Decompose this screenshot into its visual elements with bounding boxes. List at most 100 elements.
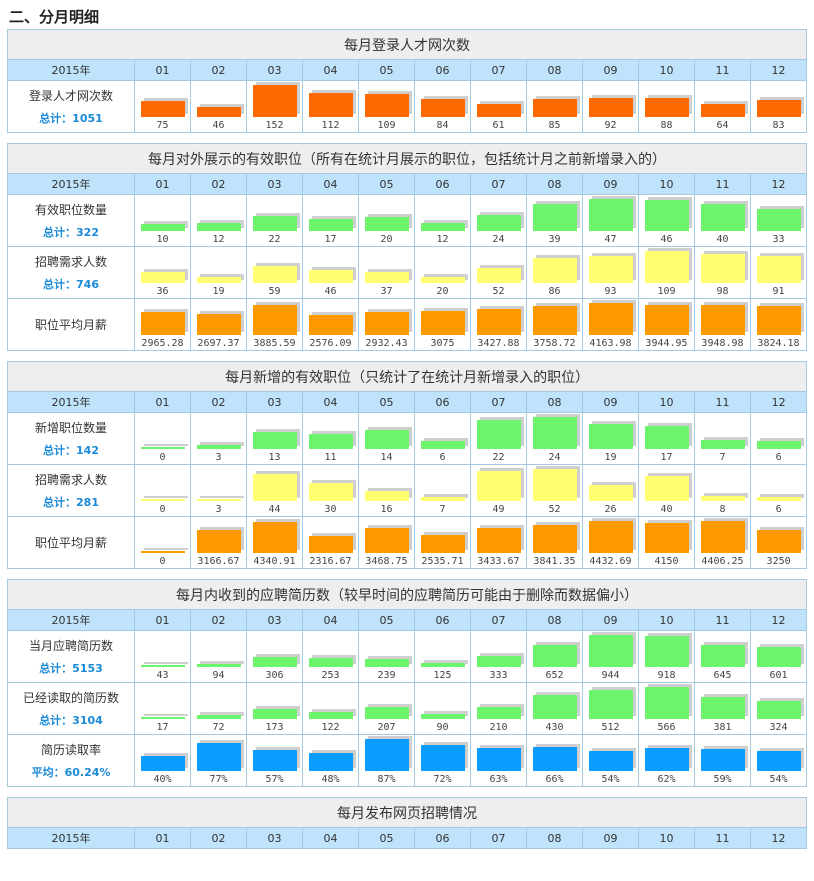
- value-cell: 46: [638, 194, 695, 247]
- bar: [421, 99, 465, 117]
- value-cell: 3250: [749, 516, 808, 569]
- month-header: 03: [246, 173, 303, 195]
- row-label: 有效职位数量: [34, 203, 107, 217]
- bar: [701, 521, 745, 553]
- value-label: 47: [604, 234, 617, 245]
- month-header: 02: [190, 59, 247, 81]
- bar: [141, 224, 185, 231]
- value-label: 0: [159, 452, 166, 463]
- value-cell: 66%: [526, 734, 583, 787]
- value-label: 86: [548, 286, 561, 297]
- month-header: 03: [246, 391, 303, 413]
- bar: [141, 551, 185, 553]
- month-header: 06: [414, 391, 471, 413]
- value-label: 3841.35: [533, 556, 576, 567]
- value-label: 63%: [489, 774, 508, 785]
- bar: [309, 753, 353, 771]
- value-label: 7: [439, 504, 446, 515]
- bar: [197, 107, 241, 117]
- value-label: 72: [212, 722, 225, 733]
- value-label: 37: [380, 286, 393, 297]
- bar: [533, 306, 577, 335]
- section-title: 每月新增的有效职位（只统计了在统计月新增录入的职位）: [6, 361, 808, 392]
- value-label: 109: [377, 120, 396, 131]
- value-label: 66%: [545, 774, 564, 785]
- value-label: 207: [377, 722, 396, 733]
- bar: [253, 521, 297, 553]
- value-cell: 94: [190, 630, 247, 683]
- bar: [141, 312, 185, 335]
- value-label: 3: [215, 504, 222, 515]
- bar: [421, 713, 465, 719]
- bar: [757, 256, 801, 283]
- value-label: 87%: [377, 774, 396, 785]
- value-cell: 109: [638, 246, 695, 299]
- month-header: 09: [582, 173, 639, 195]
- bar: [421, 277, 465, 283]
- bar: [701, 749, 745, 771]
- value-label: 3: [215, 452, 222, 463]
- value-label: 98: [716, 286, 729, 297]
- value-label: 3166.67: [197, 556, 240, 567]
- month-header: 12: [749, 391, 808, 413]
- data-row: 当月应聘简历数 总计：5153 43 94 306 253 239 125 333 652 944 9…: [7, 630, 808, 683]
- value-cell: 98: [694, 246, 751, 299]
- bar: [701, 254, 745, 283]
- value-cell: 26: [582, 464, 639, 517]
- bar: [589, 751, 633, 771]
- value-label: 20: [380, 234, 393, 245]
- value-label: 44: [268, 504, 281, 515]
- value-cell: 2697.37: [190, 298, 247, 351]
- value-label: 59%: [713, 774, 732, 785]
- value-cell: 14: [358, 412, 415, 465]
- value-cell: 0: [134, 464, 191, 517]
- bar: [701, 304, 745, 335]
- value-label: 62%: [657, 774, 676, 785]
- value-label: 43: [156, 670, 169, 681]
- value-label: 24: [492, 234, 505, 245]
- month-header: 05: [358, 173, 415, 195]
- value-label: 652: [545, 670, 564, 681]
- month-header: 03: [246, 609, 303, 631]
- data-row: 已经读取的简历数 总计：3104 17 72 173 122 207 90 210 430 512 5…: [7, 682, 808, 735]
- bar: [477, 308, 521, 335]
- value-label: 3433.67: [477, 556, 520, 567]
- bar: [197, 314, 241, 335]
- bar: [589, 635, 633, 667]
- month-header: 04: [302, 173, 359, 195]
- value-cell: 20: [414, 246, 471, 299]
- bar: [141, 272, 185, 283]
- bar: [421, 744, 465, 771]
- value-label: 6: [775, 504, 782, 515]
- value-cell: 7: [414, 464, 471, 517]
- month-header: 11: [694, 827, 751, 849]
- value-label: 90: [436, 722, 449, 733]
- value-label: 3824.18: [757, 338, 800, 349]
- value-cell: 3885.59: [246, 298, 303, 351]
- value-cell: 22: [470, 412, 527, 465]
- value-cell: 3427.88: [470, 298, 527, 351]
- row-summary: 总计：322: [43, 226, 99, 239]
- month-header: 07: [470, 827, 527, 849]
- value-cell: 46: [190, 80, 247, 133]
- bar: [757, 208, 801, 231]
- month-header: 11: [694, 391, 751, 413]
- value-cell: 64: [694, 80, 751, 133]
- value-cell: 75: [134, 80, 191, 133]
- value-cell: 33: [749, 194, 808, 247]
- value-cell: 62%: [638, 734, 695, 787]
- data-row: 有效职位数量 总计：322 10 12 22 17 20 12 24 39 47 46 40 33: [7, 194, 808, 247]
- year-header: 2015年: [7, 609, 135, 631]
- value-label: 324: [769, 722, 788, 733]
- value-label: 645: [713, 670, 732, 681]
- month-header: 06: [414, 609, 471, 631]
- value-label: 3948.98: [701, 338, 744, 349]
- row-label-cell: 当月应聘简历数 总计：5153: [7, 630, 135, 683]
- value-label: 30: [324, 504, 337, 515]
- month-header: 01: [134, 391, 191, 413]
- value-cell: 48%: [302, 734, 359, 787]
- value-label: 52: [548, 504, 561, 515]
- row-summary: 总计：281: [43, 496, 99, 509]
- month-header: 01: [134, 59, 191, 81]
- bar: [421, 534, 465, 553]
